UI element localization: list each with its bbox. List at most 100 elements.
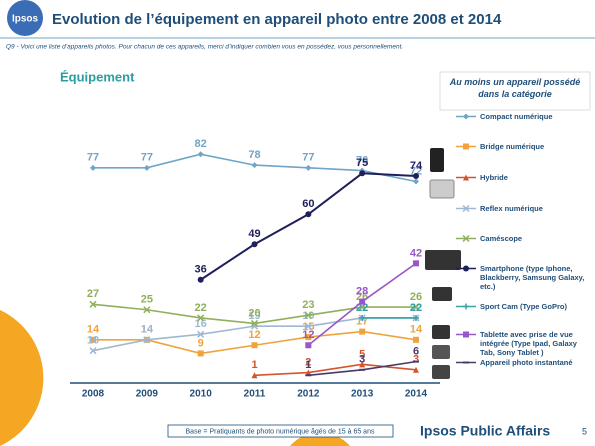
icons: [425, 148, 461, 379]
marker: [413, 173, 419, 180]
icon: [425, 250, 461, 270]
marker: [304, 322, 312, 330]
marker: [359, 170, 366, 177]
data-label: 12: [248, 329, 260, 341]
data-label: 10: [87, 335, 99, 347]
legend-item: Bridge numérique: [455, 142, 585, 151]
marker: [197, 151, 204, 158]
data-label: 76: [356, 154, 368, 166]
marker: [251, 241, 258, 248]
legend-symbol: [456, 331, 476, 338]
marker: [305, 342, 312, 349]
data-label: 16: [195, 318, 207, 330]
marker: [143, 336, 151, 344]
marker: [305, 369, 312, 376]
data-label: 28: [356, 285, 368, 297]
data-label: 9: [198, 337, 204, 349]
data-label: 23: [302, 299, 314, 311]
subtitle-box: [439, 71, 591, 111]
x-tick-label: 2014: [405, 389, 428, 400]
marker: [413, 178, 419, 185]
brand: Ipsos Public Affairs: [420, 423, 550, 439]
x-tick-label: 2008: [82, 389, 105, 400]
question: Q9 - Voici une liste d’appareils photos.…: [6, 44, 403, 51]
marker: [143, 306, 151, 314]
series-line: [254, 363, 417, 377]
data-label: 82: [195, 138, 207, 150]
legend-label: Reflex numérique: [480, 204, 543, 213]
data-label: 26: [410, 291, 422, 303]
marker: [251, 342, 258, 349]
legend-symbol: [456, 113, 476, 120]
marker: [250, 322, 259, 330]
data-label: 77: [302, 152, 314, 164]
legend-item: Sport Cam (Type GoPro): [455, 302, 585, 311]
icon: [429, 179, 455, 199]
legend-symbol: [456, 143, 476, 150]
data-label: 3: [359, 354, 365, 366]
x-tick-label: 2011: [244, 389, 266, 400]
marker: [90, 336, 96, 343]
marker: [412, 303, 420, 311]
legend-symbol: [456, 174, 476, 181]
data-label: 12: [302, 329, 314, 341]
data-label: 42: [410, 247, 422, 259]
legend-item: Caméscope: [455, 234, 585, 243]
marker: [413, 260, 419, 267]
marker: [359, 328, 366, 335]
legend-label: Caméscope: [480, 234, 523, 243]
data-label: 72: [410, 165, 422, 177]
marker: [89, 347, 97, 355]
data-label: 25: [141, 294, 153, 306]
icon: [432, 287, 452, 301]
data-label: 22: [195, 302, 207, 314]
marker: [251, 162, 258, 169]
marker: [413, 336, 419, 343]
marker: [463, 143, 469, 150]
data-label: 3: [413, 354, 419, 366]
legend-symbol: [456, 303, 476, 310]
data-label: 5: [359, 348, 365, 360]
data-label: 36: [195, 264, 207, 276]
legend-label: Smartphone (type Iphone, Blackberry, Sam…: [480, 264, 585, 291]
legend-symbol: [456, 361, 476, 364]
legend-label: Sport Cam (Type GoPro): [480, 302, 567, 311]
data-label: 14: [410, 324, 423, 336]
data-label: 19: [248, 310, 260, 322]
data-label: 74: [410, 160, 423, 172]
legend-label: Compact numérique: [480, 112, 553, 121]
marker: [359, 298, 366, 305]
data-label: 14: [87, 324, 100, 336]
marker: [251, 372, 258, 379]
x-tick-label: 2009: [136, 389, 159, 400]
marker: [197, 276, 204, 283]
marker: [250, 319, 259, 327]
data-label: 1: [251, 359, 257, 371]
marker: [304, 311, 312, 319]
page-number: 5: [582, 426, 587, 436]
data-label: 78: [248, 149, 260, 161]
legend-label: Hybride: [480, 173, 508, 182]
legend-item: Hybride: [455, 173, 585, 182]
data-label: 6: [413, 346, 419, 358]
legend-item: Reflex numérique: [455, 204, 585, 213]
base-box: [167, 424, 394, 438]
series-line: [200, 172, 417, 281]
legend-item: Tablette avec prise de vue intégrée (Typ…: [455, 330, 585, 357]
chart-title: Équipement: [60, 69, 135, 84]
data-label: 22: [410, 302, 422, 314]
legend-symbol: [456, 265, 476, 272]
marker: [463, 303, 469, 310]
marker: [463, 331, 469, 338]
marker: [463, 113, 469, 120]
data-label: 75: [356, 157, 368, 169]
data-label: 77: [87, 152, 99, 164]
subtitle: Au moins un appareil possédé dans la cat…: [449, 77, 581, 99]
marker: [463, 174, 469, 181]
icon: [432, 365, 450, 379]
data-label: 27: [87, 288, 99, 300]
marker: [197, 350, 204, 357]
logo-circle: [7, 0, 43, 36]
